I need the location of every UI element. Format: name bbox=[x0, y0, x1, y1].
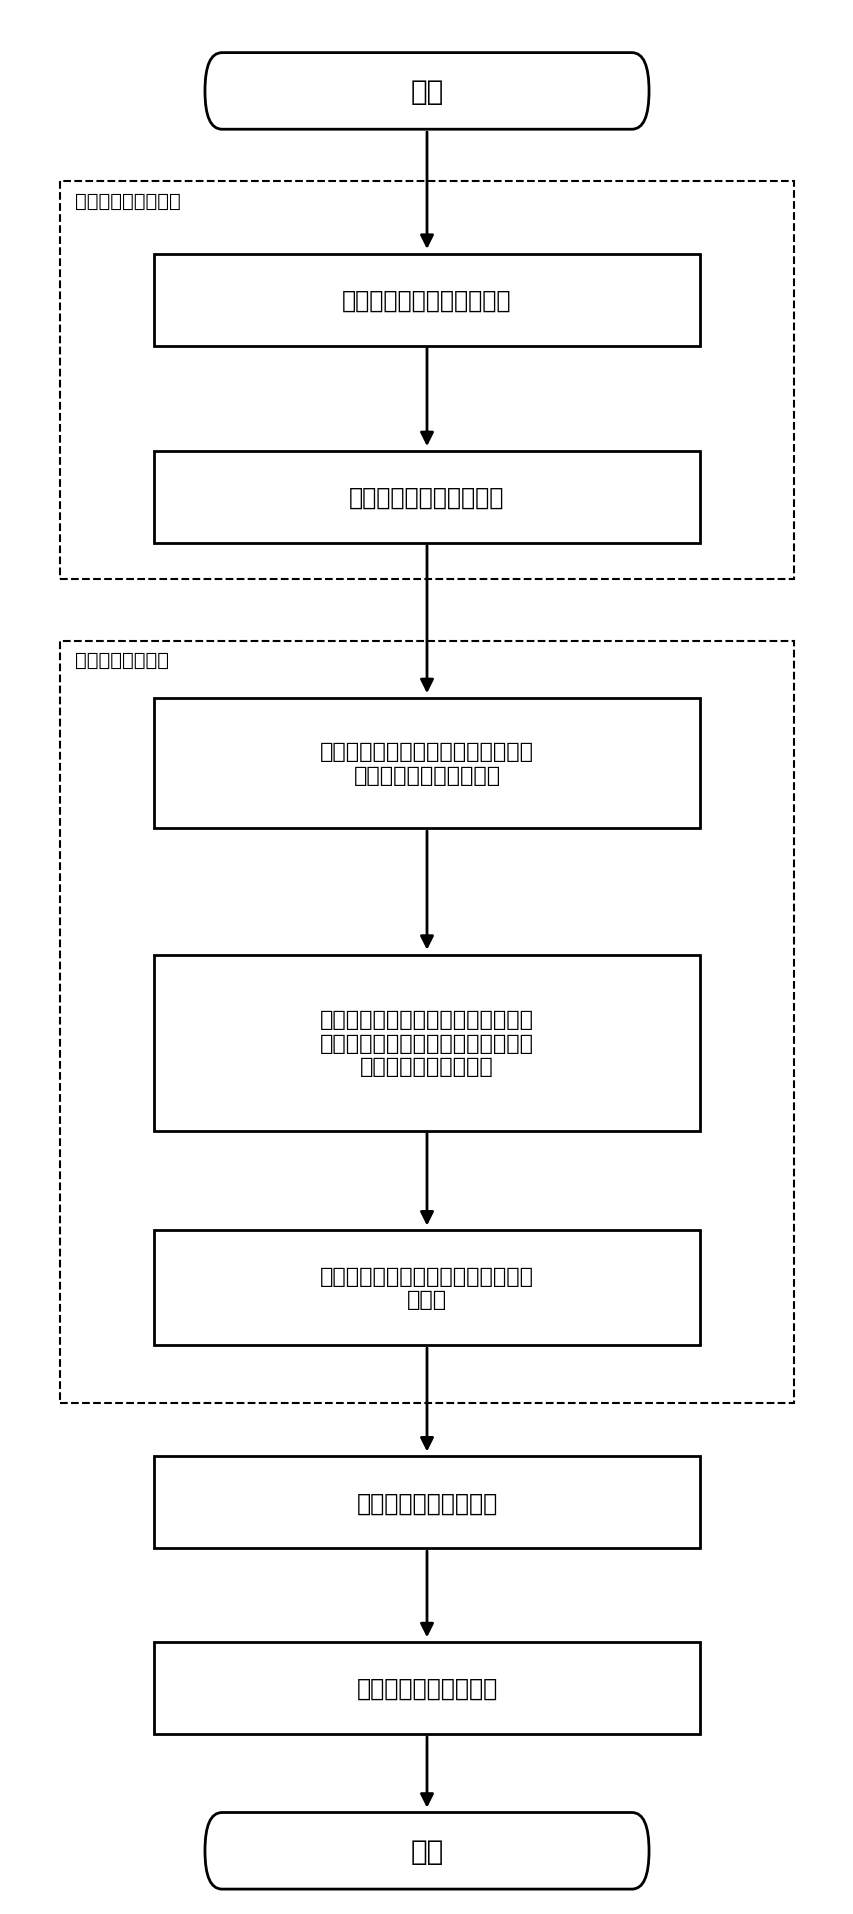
Text: 结束: 结束 bbox=[410, 1837, 443, 1864]
Bar bbox=[154, 1231, 699, 1346]
Bar bbox=[154, 1457, 699, 1548]
Bar bbox=[60, 182, 793, 580]
Text: 生成元器件二次接线主路径: 生成元器件二次接线主路径 bbox=[342, 289, 511, 312]
Text: 生成二次接线网格: 生成二次接线网格 bbox=[75, 651, 169, 670]
Text: 生成二次接线主路径: 生成二次接线主路径 bbox=[75, 191, 181, 211]
FancyBboxPatch shape bbox=[205, 1813, 648, 1889]
Text: 计算每条柜体二次接线主路径间的最
短连接: 计算每条柜体二次接线主路径间的最 短连接 bbox=[320, 1267, 533, 1309]
Text: 开始: 开始 bbox=[410, 78, 443, 105]
Bar bbox=[60, 641, 793, 1403]
Bar bbox=[154, 255, 699, 346]
Text: 计算元器件二次接线主路径集合中每
条元器件二次接线主路径到柜体二次
接线主路径的最短连接: 计算元器件二次接线主路径集合中每 条元器件二次接线主路径到柜体二次 接线主路径的… bbox=[320, 1011, 533, 1076]
Bar bbox=[154, 955, 699, 1131]
Bar bbox=[154, 1642, 699, 1734]
Text: 生成二次接线统计信息: 生成二次接线统计信息 bbox=[356, 1677, 497, 1700]
FancyBboxPatch shape bbox=[205, 54, 648, 130]
Bar bbox=[154, 452, 699, 544]
Text: 搜索最短二次接线路径: 搜索最短二次接线路径 bbox=[356, 1491, 497, 1514]
Text: 生成柜体二次接线主路径: 生成柜体二次接线主路径 bbox=[349, 486, 504, 509]
Text: 计算元器件连线端点到对应元器件二
次接线主路径的最短连接: 计算元器件连线端点到对应元器件二 次接线主路径的最短连接 bbox=[320, 743, 533, 785]
Bar bbox=[154, 699, 699, 829]
